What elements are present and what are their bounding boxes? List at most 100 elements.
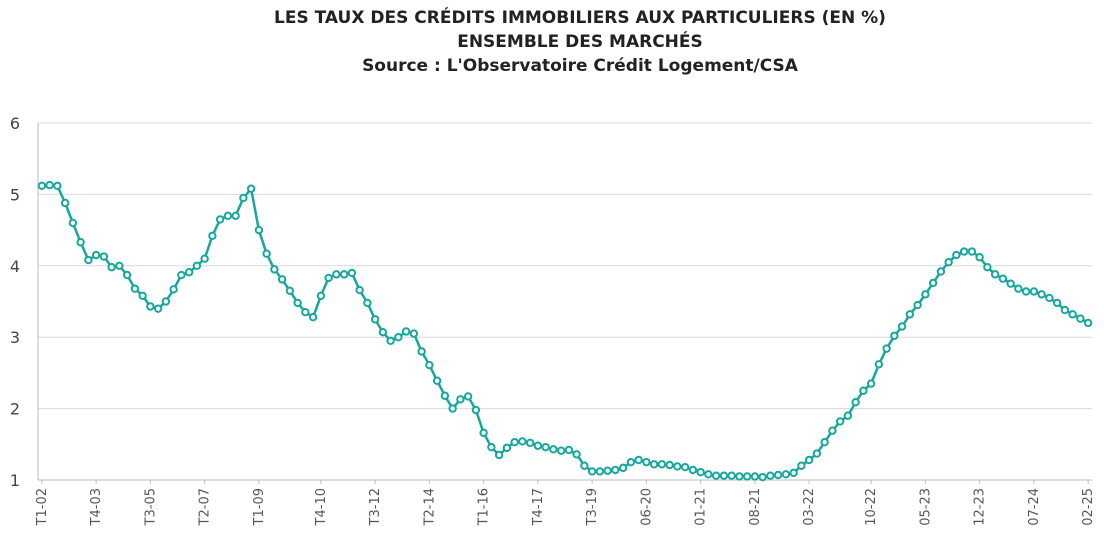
y-tick-label: 4 <box>10 257 20 276</box>
x-tick-label: T3-05 <box>143 488 158 526</box>
data-point <box>316 291 326 300</box>
y-tick-label: 6 <box>10 114 20 133</box>
data-point <box>1021 287 1031 296</box>
data-point <box>866 379 876 388</box>
data-point <box>184 268 194 277</box>
data-point <box>897 322 907 331</box>
data-point <box>673 462 682 471</box>
data-point <box>122 270 132 280</box>
data-point <box>84 255 93 265</box>
data-point <box>812 449 822 458</box>
data-point <box>510 437 519 447</box>
data-point <box>618 463 628 473</box>
data-point <box>843 411 853 420</box>
x-tick-label: 05-23 <box>918 488 933 526</box>
x-tick-label: T2-07 <box>198 488 213 526</box>
x-axis: T1-02 T4-03 T3-05 T2-07 T1-09 T4-10 T3-12 T2-14… <box>35 479 1096 526</box>
data-point <box>487 442 496 452</box>
data-point <box>1068 310 1077 319</box>
x-tick-label: T1-02 <box>35 488 50 526</box>
data-point <box>711 471 721 480</box>
data-point <box>967 247 977 256</box>
data-point <box>983 263 992 272</box>
data-point <box>750 472 760 481</box>
data-point <box>440 391 450 400</box>
chart-title-block: LES TAUX DES CRÉDITS IMMOBILIERS AUX PAR… <box>0 6 1104 78</box>
data-point <box>541 442 550 452</box>
x-tick-label: 02-25 <box>1081 488 1096 526</box>
data-point <box>874 360 884 369</box>
data-point <box>975 253 984 262</box>
x-tick-label: 03-22 <box>802 488 817 526</box>
data-point <box>789 468 798 478</box>
x-tick-label: T2-14 <box>422 488 437 526</box>
data-point <box>378 328 388 337</box>
data-point <box>370 315 380 324</box>
data-point <box>657 460 667 469</box>
data-point <box>76 238 85 247</box>
x-tick-label: 10-22 <box>864 488 879 526</box>
data-point <box>580 461 589 470</box>
data-point <box>1083 318 1093 328</box>
x-tick-label: 07-24 <box>1027 488 1042 526</box>
x-tick-label: 01-21 <box>694 488 709 526</box>
data-point <box>1052 298 1062 308</box>
data-point <box>463 392 473 401</box>
plot-area <box>37 180 1093 482</box>
data-point <box>882 344 891 353</box>
data-point <box>859 386 868 395</box>
data-point <box>518 437 527 446</box>
data-point <box>215 215 225 224</box>
data-point <box>448 404 457 413</box>
data-point <box>905 310 915 319</box>
data-point <box>1045 293 1054 303</box>
x-tick-label: T1-16 <box>477 488 492 526</box>
data-point <box>308 313 318 322</box>
data-point <box>1076 314 1085 323</box>
data-point <box>394 333 403 342</box>
data-point <box>177 270 186 280</box>
data-point <box>192 261 202 270</box>
data-point <box>797 461 806 470</box>
chart-title: LES TAUX DES CRÉDITS IMMOBILIERS AUX PAR… <box>274 8 886 28</box>
data-point <box>735 472 744 481</box>
data-point <box>130 284 140 293</box>
data-point <box>936 267 946 276</box>
data-point <box>432 376 442 385</box>
x-tick-label: T4-10 <box>314 488 329 526</box>
data-point <box>138 291 147 300</box>
data-point <box>1060 305 1070 315</box>
data-point <box>494 450 504 460</box>
data-point <box>99 252 109 261</box>
data-point <box>556 446 566 455</box>
data-point <box>417 347 426 356</box>
x-tick-label: T4-17 <box>531 488 546 526</box>
y-tick-label: 5 <box>10 185 20 204</box>
data-point <box>642 457 651 467</box>
data-point <box>959 247 969 256</box>
data-point <box>913 300 922 310</box>
data-point <box>355 285 364 295</box>
data-point <box>680 462 690 472</box>
data-point <box>634 455 643 465</box>
data-point <box>208 231 217 241</box>
data-point <box>533 441 543 450</box>
x-tick-label: 12-23 <box>973 488 988 526</box>
data-point <box>626 457 636 467</box>
data-point <box>223 211 233 221</box>
data-point <box>742 472 752 481</box>
data-point <box>820 437 829 447</box>
data-point <box>804 455 814 465</box>
data-point <box>45 180 54 190</box>
data-point <box>890 331 899 340</box>
data-point <box>665 460 674 470</box>
data-point <box>603 466 612 475</box>
data-point <box>161 297 171 306</box>
data-point <box>704 470 713 479</box>
data-point <box>835 417 845 426</box>
data-point <box>1037 290 1046 299</box>
data-point <box>611 465 620 475</box>
data-point <box>339 270 349 279</box>
data-point <box>324 273 333 283</box>
